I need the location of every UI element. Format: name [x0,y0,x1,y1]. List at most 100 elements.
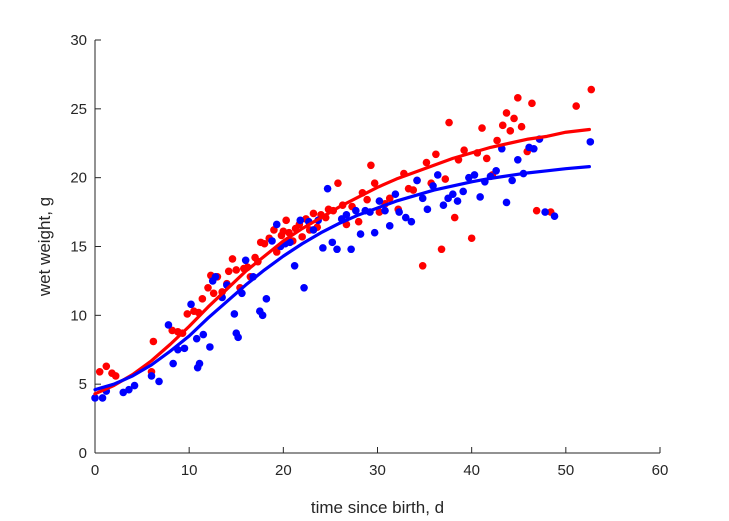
data-point [586,138,595,146]
data-point [460,146,468,154]
data-point [370,228,379,237]
data-point [418,261,427,270]
data-point [370,179,379,187]
x-tick-label: 30 [369,462,386,479]
data-point [352,206,360,215]
data-point [102,362,111,371]
data-point [290,261,299,270]
data-point [401,213,410,222]
data-point [234,333,242,342]
data-point [198,295,207,303]
data-point [502,198,511,207]
data-point [395,208,403,216]
x-axis-label: time since birth, d [311,498,444,517]
data-point [300,284,308,292]
y-tick-label: 0 [79,445,87,462]
data-point [514,155,522,164]
data-point [211,272,220,281]
data-point [356,230,365,238]
data-point [459,187,467,196]
data-point [407,217,416,226]
data-point [130,381,139,390]
data-point [164,321,173,329]
data-point [268,237,276,245]
data-point [528,99,536,108]
data-point [532,206,541,215]
data-point [482,154,491,163]
data-point [572,102,580,110]
data-point [169,359,177,368]
data-point [262,295,271,303]
data-point [111,372,120,380]
x-tick-label: 40 [463,462,480,479]
data-point [517,122,526,131]
data-point [199,330,208,339]
data-point [232,266,241,274]
data-point [258,311,267,320]
data-point [385,194,394,203]
data-point [409,186,418,194]
data-point [209,289,218,298]
data-point [385,222,394,230]
x-tick-label: 60 [652,462,669,479]
data-point [296,216,305,225]
data-point [432,150,440,159]
data-layer [91,85,596,402]
data-point [272,248,281,256]
data-point [347,245,355,254]
y-tick-label: 20 [70,170,87,187]
data-point [125,385,133,394]
data-point [510,114,518,123]
data-point [498,121,507,130]
data-point [206,343,214,351]
y-tick-label: 25 [70,101,87,118]
data-point [437,245,446,254]
data-point [550,212,559,221]
data-point [98,394,107,402]
data-point [375,197,384,205]
data-point [149,337,158,346]
data-point [429,182,437,190]
data-point [422,158,431,167]
data-point [228,255,237,263]
data-point [413,176,421,185]
data-point [192,334,201,343]
data-point [508,176,516,185]
x-tick-label: 20 [275,462,292,479]
data-point [478,124,486,132]
data-point [224,267,233,276]
data-point [323,184,332,193]
data-point [470,171,479,179]
data-point [530,144,538,153]
data-point [476,193,484,201]
data-point [241,256,250,265]
y-tick-label: 10 [70,307,87,324]
data-point [367,161,375,170]
data-point [309,226,318,234]
fit-curve [93,127,591,396]
y-tick-label: 5 [79,376,87,393]
data-point [493,136,501,145]
data-point [119,388,128,397]
data-point [363,195,371,204]
data-point [309,209,318,218]
y-axis-label: wet weight, g [35,197,54,297]
data-point [354,217,363,226]
y-tick-label: 30 [70,32,87,49]
data-point [260,239,269,248]
data-point [502,109,511,117]
data-point [95,367,104,376]
data-point [465,173,473,182]
data-point [91,394,99,402]
y-tick-label: 15 [70,239,87,256]
data-point [187,300,195,309]
data-point [298,233,306,241]
data-point [183,310,192,318]
data-point [450,213,459,222]
data-point [418,194,427,203]
data-point [328,238,337,247]
data-point [230,310,239,318]
x-tick-label: 0 [91,462,99,479]
data-point [433,171,442,179]
